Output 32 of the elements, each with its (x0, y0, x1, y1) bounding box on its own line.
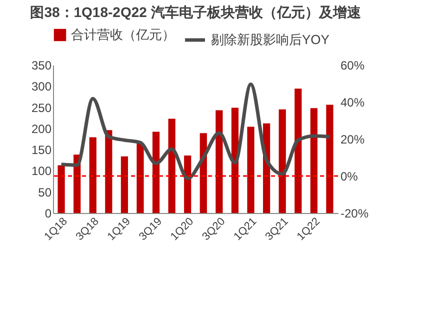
bar (152, 132, 160, 213)
line-series (60, 82, 332, 180)
bar (105, 130, 112, 213)
bar (216, 110, 223, 213)
y-tick-label: 300 (31, 80, 52, 94)
y-tick-label: 100 (31, 164, 52, 178)
y-tick-label: 50 (38, 185, 52, 200)
y-tick-label: 0 (44, 206, 52, 220)
bar (326, 104, 334, 213)
legend-label: 剔除新股影响后YOY (211, 32, 330, 47)
y2-tick-label: -20% (340, 206, 369, 220)
legend-label: 合计营收（亿元） (71, 27, 175, 42)
bar (184, 155, 192, 213)
bar (278, 109, 286, 213)
bar (168, 118, 176, 213)
y-tick-label: 350 (31, 58, 52, 72)
bar (136, 143, 144, 213)
bar (231, 108, 239, 213)
bar (120, 156, 128, 213)
y2-tick-label: 60% (340, 58, 365, 72)
bar (247, 126, 254, 213)
bar (58, 165, 65, 213)
y-tick-label: 250 (31, 100, 52, 115)
y2-tick-label: 20% (340, 132, 365, 146)
y2-tick-label: 40% (340, 96, 365, 110)
bar (89, 137, 96, 213)
bar (294, 88, 302, 213)
chart-title: 图38：1Q18-2Q22 汽车电子板块营收（亿元）及增速 (30, 4, 362, 20)
bar (310, 108, 318, 213)
y-tick-label: 200 (31, 122, 52, 136)
y-tick-label: 150 (31, 143, 52, 158)
y2-tick-label: 0% (340, 170, 358, 184)
